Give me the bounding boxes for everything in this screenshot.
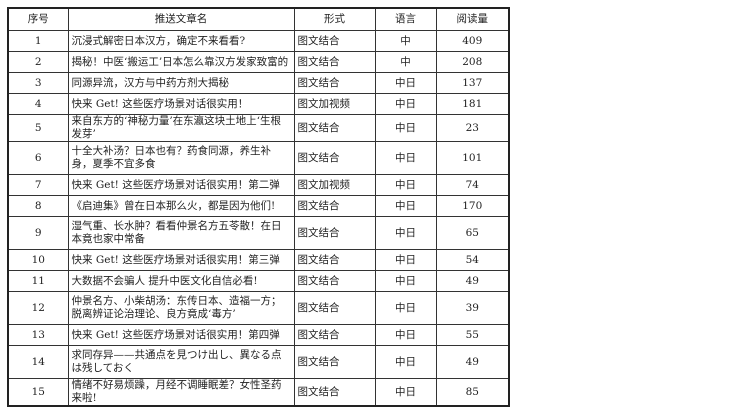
cell-title: 揭秘！中医‘搬运工’日本怎么靠汉方发家致富的 <box>67 51 295 73</box>
cell-no: 9 <box>7 216 69 250</box>
cell-reads: 208 <box>435 51 510 73</box>
cell-no: 7 <box>7 174 69 196</box>
cell-no: 12 <box>7 291 69 325</box>
cell-format: 图文结合 <box>293 141 376 175</box>
cell-language: 中日 <box>374 324 437 346</box>
articles-table: 序号 推送文章名 形式 语言 阅读量 1 沉浸式解密日本汉方，确定不来看看? 图文结… <box>7 7 510 407</box>
header-language: 语言 <box>374 7 437 31</box>
cell-title: 沉浸式解密日本汉方，确定不来看看? <box>67 30 295 52</box>
cell-language: 中日 <box>374 291 437 325</box>
table-row: 9 湿气重、长水肿？看看仲景名方五苓散！在日本竟也家中常备 图文结合 中日 65 <box>7 216 510 250</box>
cell-format: 图文结合 <box>293 324 376 346</box>
cell-language: 中日 <box>374 195 437 217</box>
table-row: 6 十全大补汤？日本也有？药食同源，养生补身，夏季不宜多食 图文结合 中日 101 <box>7 141 510 175</box>
table-row: 1 沉浸式解密日本汉方，确定不来看看? 图文结合中 409 <box>7 30 510 52</box>
cell-no: 13 <box>7 324 69 346</box>
header-reads: 阅读量 <box>435 7 510 31</box>
cell-title: 同源异流，汉方与中药方剂大揭秘 <box>67 72 295 94</box>
table-row: 10 快来 Get! 这些医疗场景对话很实用！第三弹 图文结合 中日 54 <box>7 249 510 271</box>
table-row: 3 同源异流，汉方与中药方剂大揭秘 图文结合 中日 137 <box>7 72 510 94</box>
cell-title: 十全大补汤？日本也有？药食同源，养生补身，夏季不宜多食 <box>67 141 295 175</box>
cell-format: 图文结合 <box>293 291 376 325</box>
cell-no: 1 <box>7 30 69 52</box>
table-row: 12 仲景名方、小柴胡汤：东传日本、造福一方；脱离辨证论治理论、良方竟成‘毒方’ 图… <box>7 291 510 325</box>
cell-title: 仲景名方、小柴胡汤：东传日本、造福一方；脱离辨证论治理论、良方竟成‘毒方’ <box>67 291 295 325</box>
cell-language: 中日 <box>374 174 437 196</box>
cell-title: 快来 Get! 这些医疗场景对话很实用！第三弹 <box>67 249 295 271</box>
cell-format: 图文结合 <box>293 114 376 142</box>
cell-language: 中日 <box>374 141 437 175</box>
cell-reads: 49 <box>435 270 510 292</box>
cell-format: 图文结合 <box>293 51 376 73</box>
cell-title: 大数据不会骗人 提升中医文化自信必看! <box>67 270 295 292</box>
cell-language: 中日 <box>374 114 437 142</box>
cell-no: 3 <box>7 72 69 94</box>
cell-format: 图文结合 <box>293 30 376 52</box>
header-title: 推送文章名 <box>67 7 295 31</box>
cell-no: 5 <box>7 114 69 142</box>
cell-reads: 65 <box>435 216 510 250</box>
cell-language: 中日 <box>374 216 437 250</box>
cell-no: 11 <box>7 270 69 292</box>
header-format: 形式 <box>293 7 376 31</box>
cell-no: 2 <box>7 51 69 73</box>
cell-format: 图文加视频 <box>293 93 376 115</box>
cell-no: 10 <box>7 249 69 271</box>
cell-title: 快来 Get! 这些医疗场景对话很实用！第二弹 <box>67 174 295 196</box>
cell-no: 6 <box>7 141 69 175</box>
cell-reads: 101 <box>435 141 510 175</box>
cell-language: 中日 <box>374 72 437 94</box>
table-row: 13 快来 Get! 这些医疗场景对话很实用！第四弹 图文结合 中日 55 <box>7 324 510 346</box>
cell-reads: 39 <box>435 291 510 325</box>
cell-title: 湿气重、长水肿？看看仲景名方五苓散！在日本竟也家中常备 <box>67 216 295 250</box>
cell-language: 中 <box>374 30 437 52</box>
header-row: 序号 推送文章名 形式 语言 阅读量 <box>7 7 510 31</box>
cell-title: 快来 Get! 这些医疗场景对话很实用！ <box>67 93 295 115</box>
cell-format: 图文结合 <box>293 195 376 217</box>
cell-title: 快来 Get! 这些医疗场景对话很实用！第四弹 <box>67 324 295 346</box>
cell-format: 图文加视频 <box>293 174 376 196</box>
cell-no: 8 <box>7 195 69 217</box>
cell-reads: 409 <box>435 30 510 52</box>
cell-language: 中日 <box>374 249 437 271</box>
cell-reads: 49 <box>435 345 510 379</box>
cell-reads: 137 <box>435 72 510 94</box>
table-row: 8 《启迪集》曾在日本那么火，都是因为他们! 图文结合 中日 170 <box>7 195 510 217</box>
table-row: 2 揭秘！中医‘搬运工’日本怎么靠汉方发家致富的 图文结合中 208 <box>7 51 510 73</box>
cell-language: 中日 <box>374 345 437 379</box>
cell-format: 图文结合 <box>293 270 376 292</box>
cell-title: 《启迪集》曾在日本那么火，都是因为他们! <box>67 195 295 217</box>
cell-no: 14 <box>7 345 69 379</box>
cell-reads: 181 <box>435 93 510 115</box>
cell-reads: 55 <box>435 324 510 346</box>
cell-format: 图文结合 <box>293 345 376 379</box>
cell-format: 图文结合 <box>293 216 376 250</box>
table-row: 5 来自东方的‘神秘力量’在东瀛这块土地上‘生根发芽’ 图文结合 中日 23 <box>7 114 510 142</box>
cell-reads: 23 <box>435 114 510 142</box>
table-row: 11 大数据不会骗人 提升中医文化自信必看! 图文结合 中日 49 <box>7 270 510 292</box>
table-row: 7 快来 Get! 这些医疗场景对话很实用！第二弹 图文加视频 中日 74 <box>7 174 510 196</box>
cell-language: 中日 <box>374 93 437 115</box>
cell-title: 求同存异——共通点を見つけ出し、異なる点は残しておく <box>67 345 295 379</box>
cell-reads: 74 <box>435 174 510 196</box>
table-row: 14 求同存异——共通点を見つけ出し、異なる点は残しておく 图文结合 中日 49 <box>7 345 510 379</box>
cell-format: 图文结合 <box>293 72 376 94</box>
cell-title: 来自东方的‘神秘力量’在东瀛这块土地上‘生根发芽’ <box>67 114 295 142</box>
cell-language: 中 <box>374 51 437 73</box>
table-row: 4 快来 Get! 这些医疗场景对话很实用！ 图文加视频 中日 181 <box>7 93 510 115</box>
cell-language: 中日 <box>374 270 437 292</box>
header-no: 序号 <box>7 7 69 31</box>
cell-reads: 170 <box>435 195 510 217</box>
cell-reads: 54 <box>435 249 510 271</box>
cell-format: 图文结合 <box>293 249 376 271</box>
cell-no: 4 <box>7 93 69 115</box>
